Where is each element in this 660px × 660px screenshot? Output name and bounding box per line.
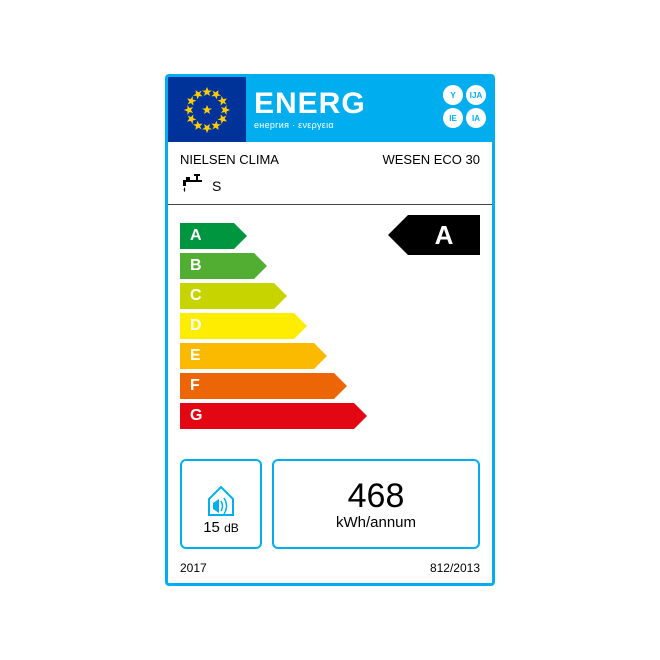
model-name: WESEN ECO 30 xyxy=(382,152,480,167)
class-arrow: G xyxy=(180,403,480,429)
noise-value: 15 dB xyxy=(203,519,239,536)
class-arrow-body: A xyxy=(180,223,234,249)
suffix-circle: IE xyxy=(443,108,463,128)
consumption-box: 468 kWh/annum xyxy=(272,459,480,549)
load-profile-row: S xyxy=(168,173,492,205)
supplier-name: NIELSEN CLIMA xyxy=(180,152,279,167)
class-arrow-body: E xyxy=(180,343,314,369)
suffix-circle: IJA xyxy=(466,85,486,105)
product-rating-letter: A xyxy=(408,215,480,255)
footer-regulation: 812/2013 xyxy=(430,561,480,575)
class-arrow: C xyxy=(180,283,480,309)
class-arrow-body: D xyxy=(180,313,294,339)
suffix-circle: IA xyxy=(466,108,486,128)
class-arrow-body: B xyxy=(180,253,254,279)
tap-icon xyxy=(180,173,206,198)
eu-flag xyxy=(168,77,246,142)
info-row: 15 dB 468 kWh/annum xyxy=(168,449,492,561)
footer-year: 2017 xyxy=(180,561,207,575)
noise-box: 15 dB xyxy=(180,459,262,549)
class-arrow-body: G xyxy=(180,403,354,429)
footer: 2017 812/2013 xyxy=(168,561,492,583)
suffix-circles: Y IJA IE IA xyxy=(443,85,486,128)
consumption-value: 468 xyxy=(348,477,405,516)
id-row: NIELSEN CLIMA WESEN ECO 30 xyxy=(168,142,492,173)
energ-title-block: ENERG енергия · ενεργεια Y IJA IE IA xyxy=(246,77,492,142)
consumption-unit: kWh/annum xyxy=(336,514,416,531)
product-rating-arrow: A xyxy=(408,215,480,255)
class-arrow-body: C xyxy=(180,283,274,309)
suffix-circle: Y xyxy=(443,85,463,105)
class-arrow: F xyxy=(180,373,480,399)
load-profile-letter: S xyxy=(212,178,221,194)
class-arrow-body: F xyxy=(180,373,334,399)
header: ENERG енергия · ενεργεια Y IJA IE IA xyxy=(168,77,492,142)
efficiency-scale: A ABCDEFG xyxy=(168,205,492,449)
energy-label: ENERG енергия · ενεργεια Y IJA IE IA NIE… xyxy=(165,74,495,586)
class-arrow: E xyxy=(180,343,480,369)
class-arrow: D xyxy=(180,313,480,339)
noise-icon xyxy=(201,479,241,519)
class-arrow: B xyxy=(180,253,480,279)
